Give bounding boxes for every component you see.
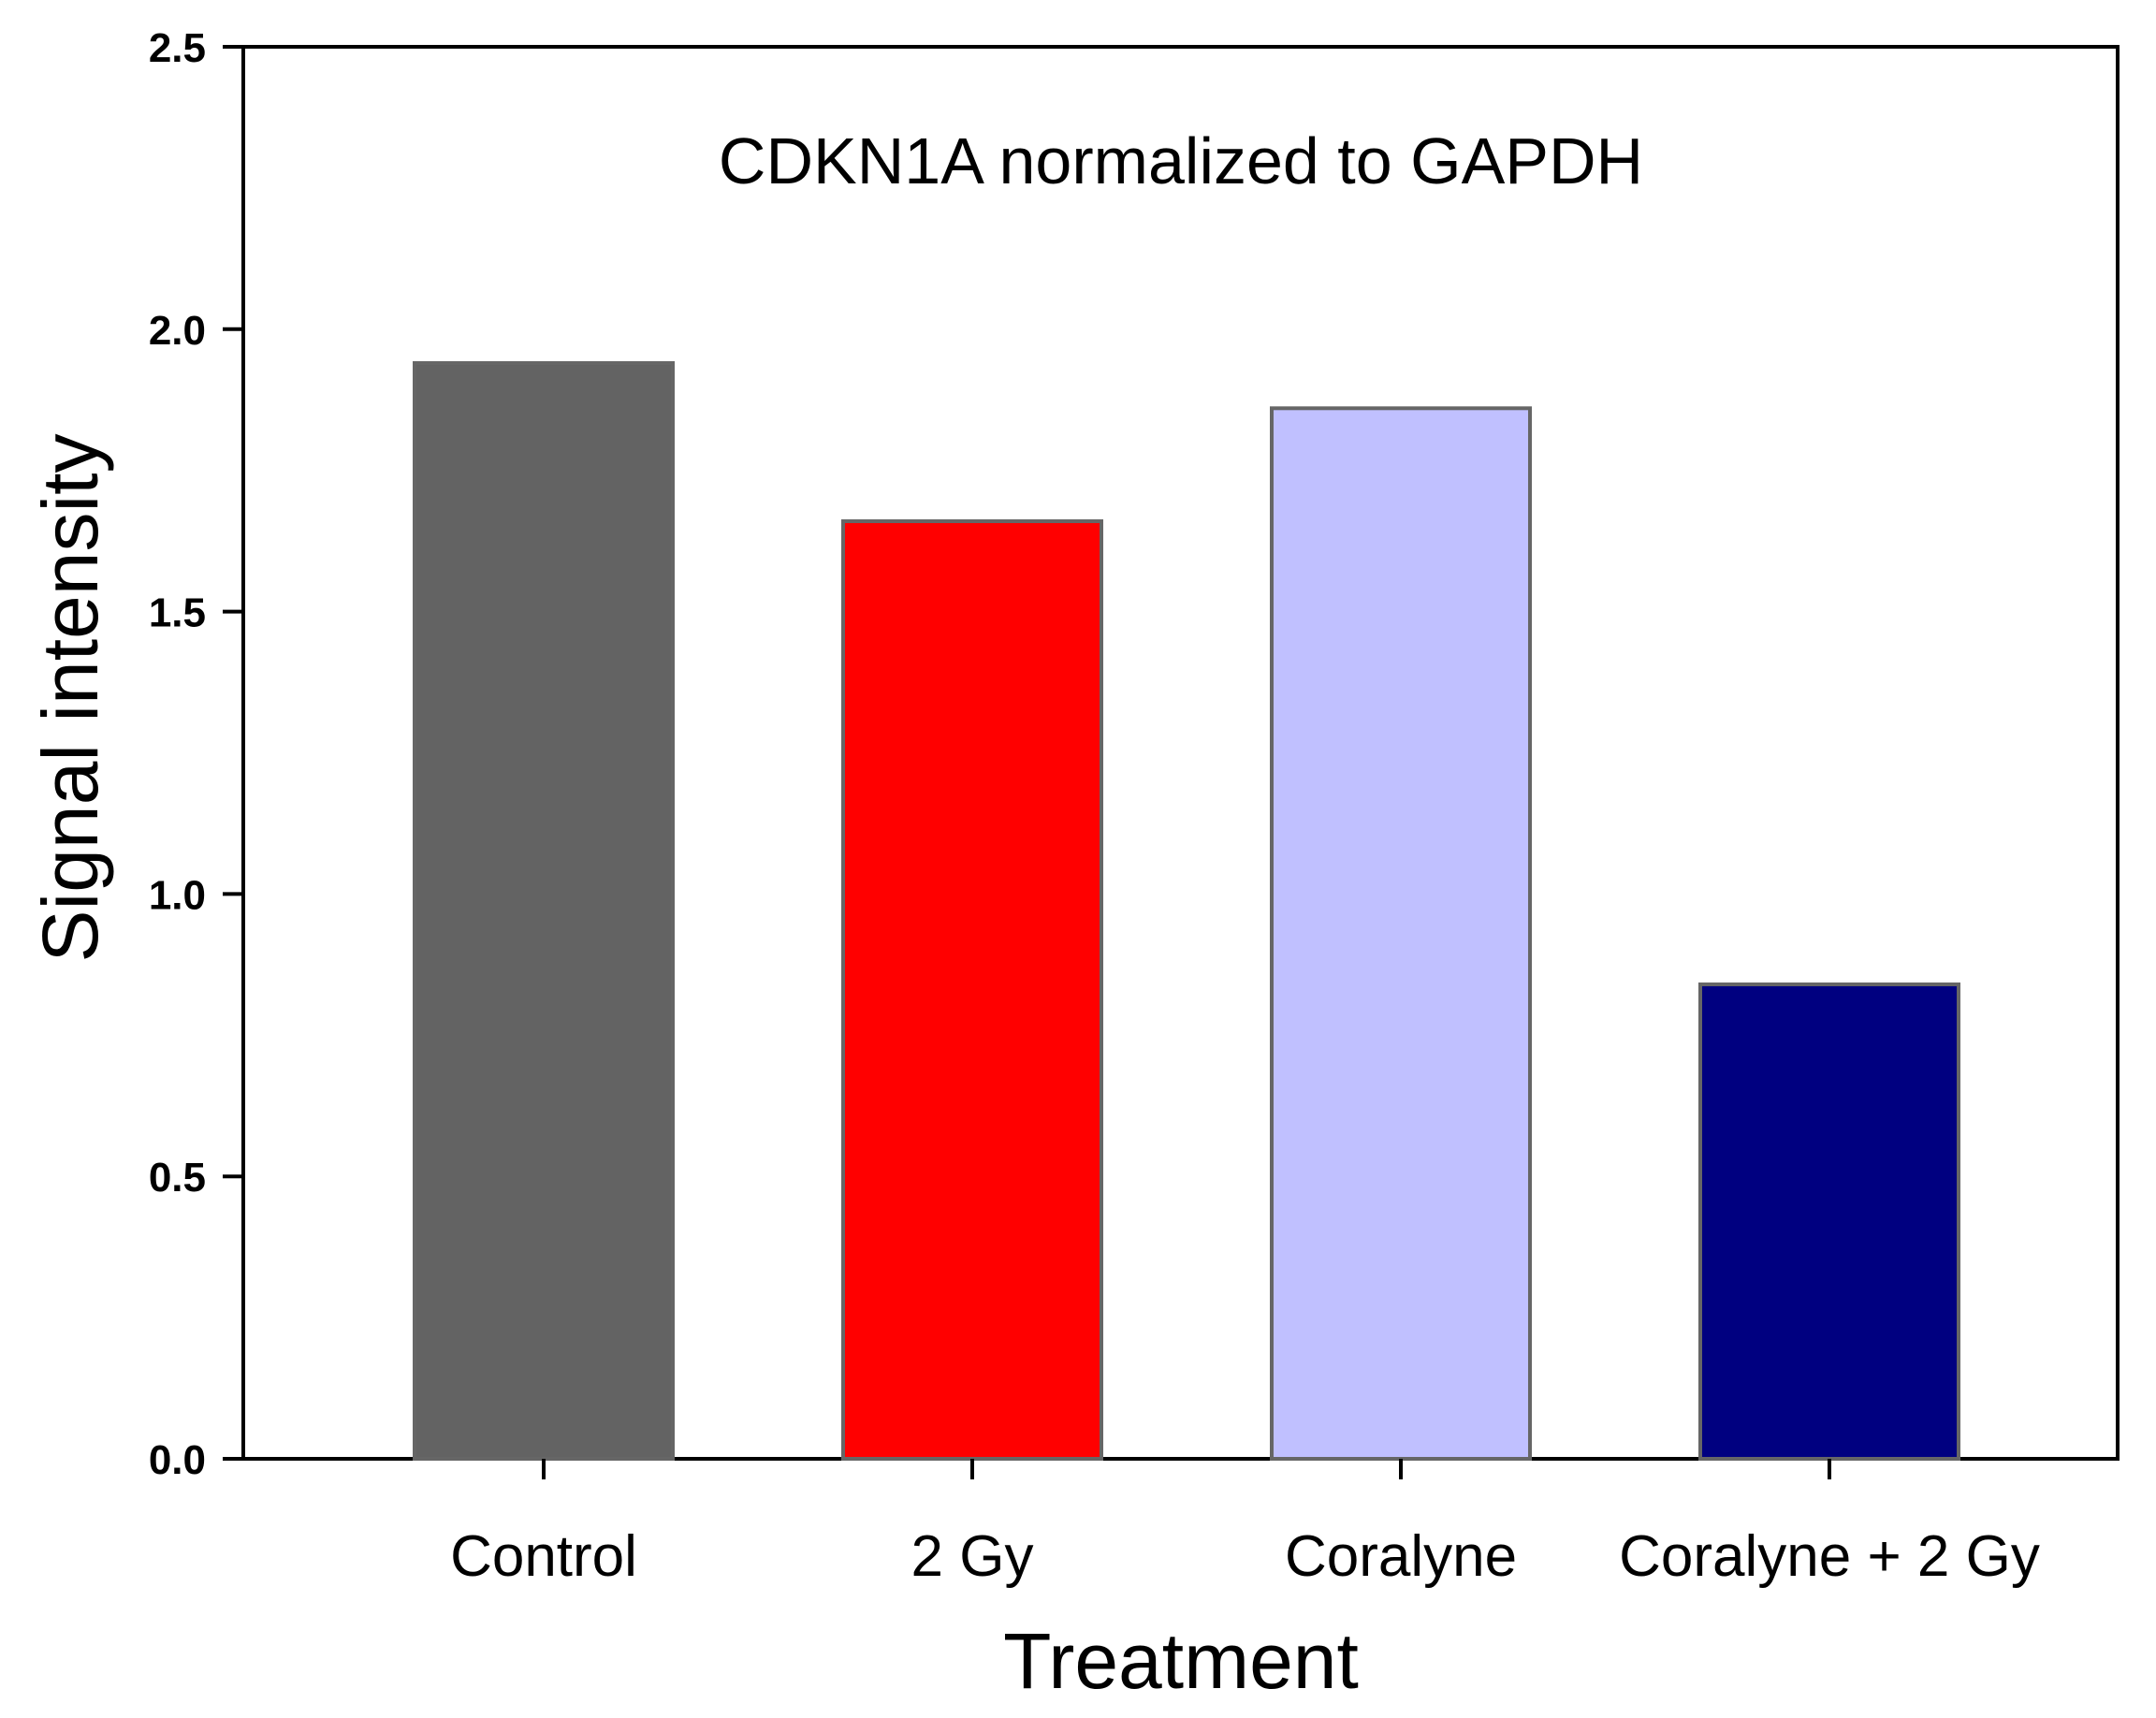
y-tick-label: 2.0: [149, 308, 206, 354]
x-axis-ticks: Control 2 Gy Coralyne Coralyne + 2 Gy: [450, 1459, 2040, 1589]
chart-title: CDKN1A normalized to GAPDH: [719, 124, 1643, 197]
y-tick-label: 1.0: [149, 872, 206, 918]
y-axis-ticks: 0.0 0.5 1.0 1.5 2.0 2.5: [149, 25, 243, 1483]
x-tick-label-coralyne: Coralyne: [1285, 1524, 1517, 1589]
y-tick-label: 2.5: [149, 25, 206, 71]
bars-group: [413, 361, 1960, 1462]
x-tick-label-2-gy: 2 Gy: [911, 1524, 1034, 1589]
x-axis-label: Treatment: [1003, 1617, 1359, 1705]
x-tick-label-coralyne-2-gy: Coralyne + 2 Gy: [1619, 1524, 2040, 1589]
bar-coralyne: [1270, 406, 1532, 1462]
x-tick-label-control: Control: [450, 1524, 637, 1589]
y-axis-label: Signal intensity: [26, 434, 114, 963]
y-tick-label: 1.5: [149, 590, 206, 636]
bar-coralyne-2-gy: [1698, 982, 1960, 1461]
plot-frame: [241, 45, 2120, 1461]
bar-control: [413, 361, 675, 1461]
bar-2-gy: [841, 519, 1103, 1461]
y-tick-label: 0.0: [149, 1437, 206, 1483]
y-tick-label: 0.5: [149, 1155, 206, 1201]
